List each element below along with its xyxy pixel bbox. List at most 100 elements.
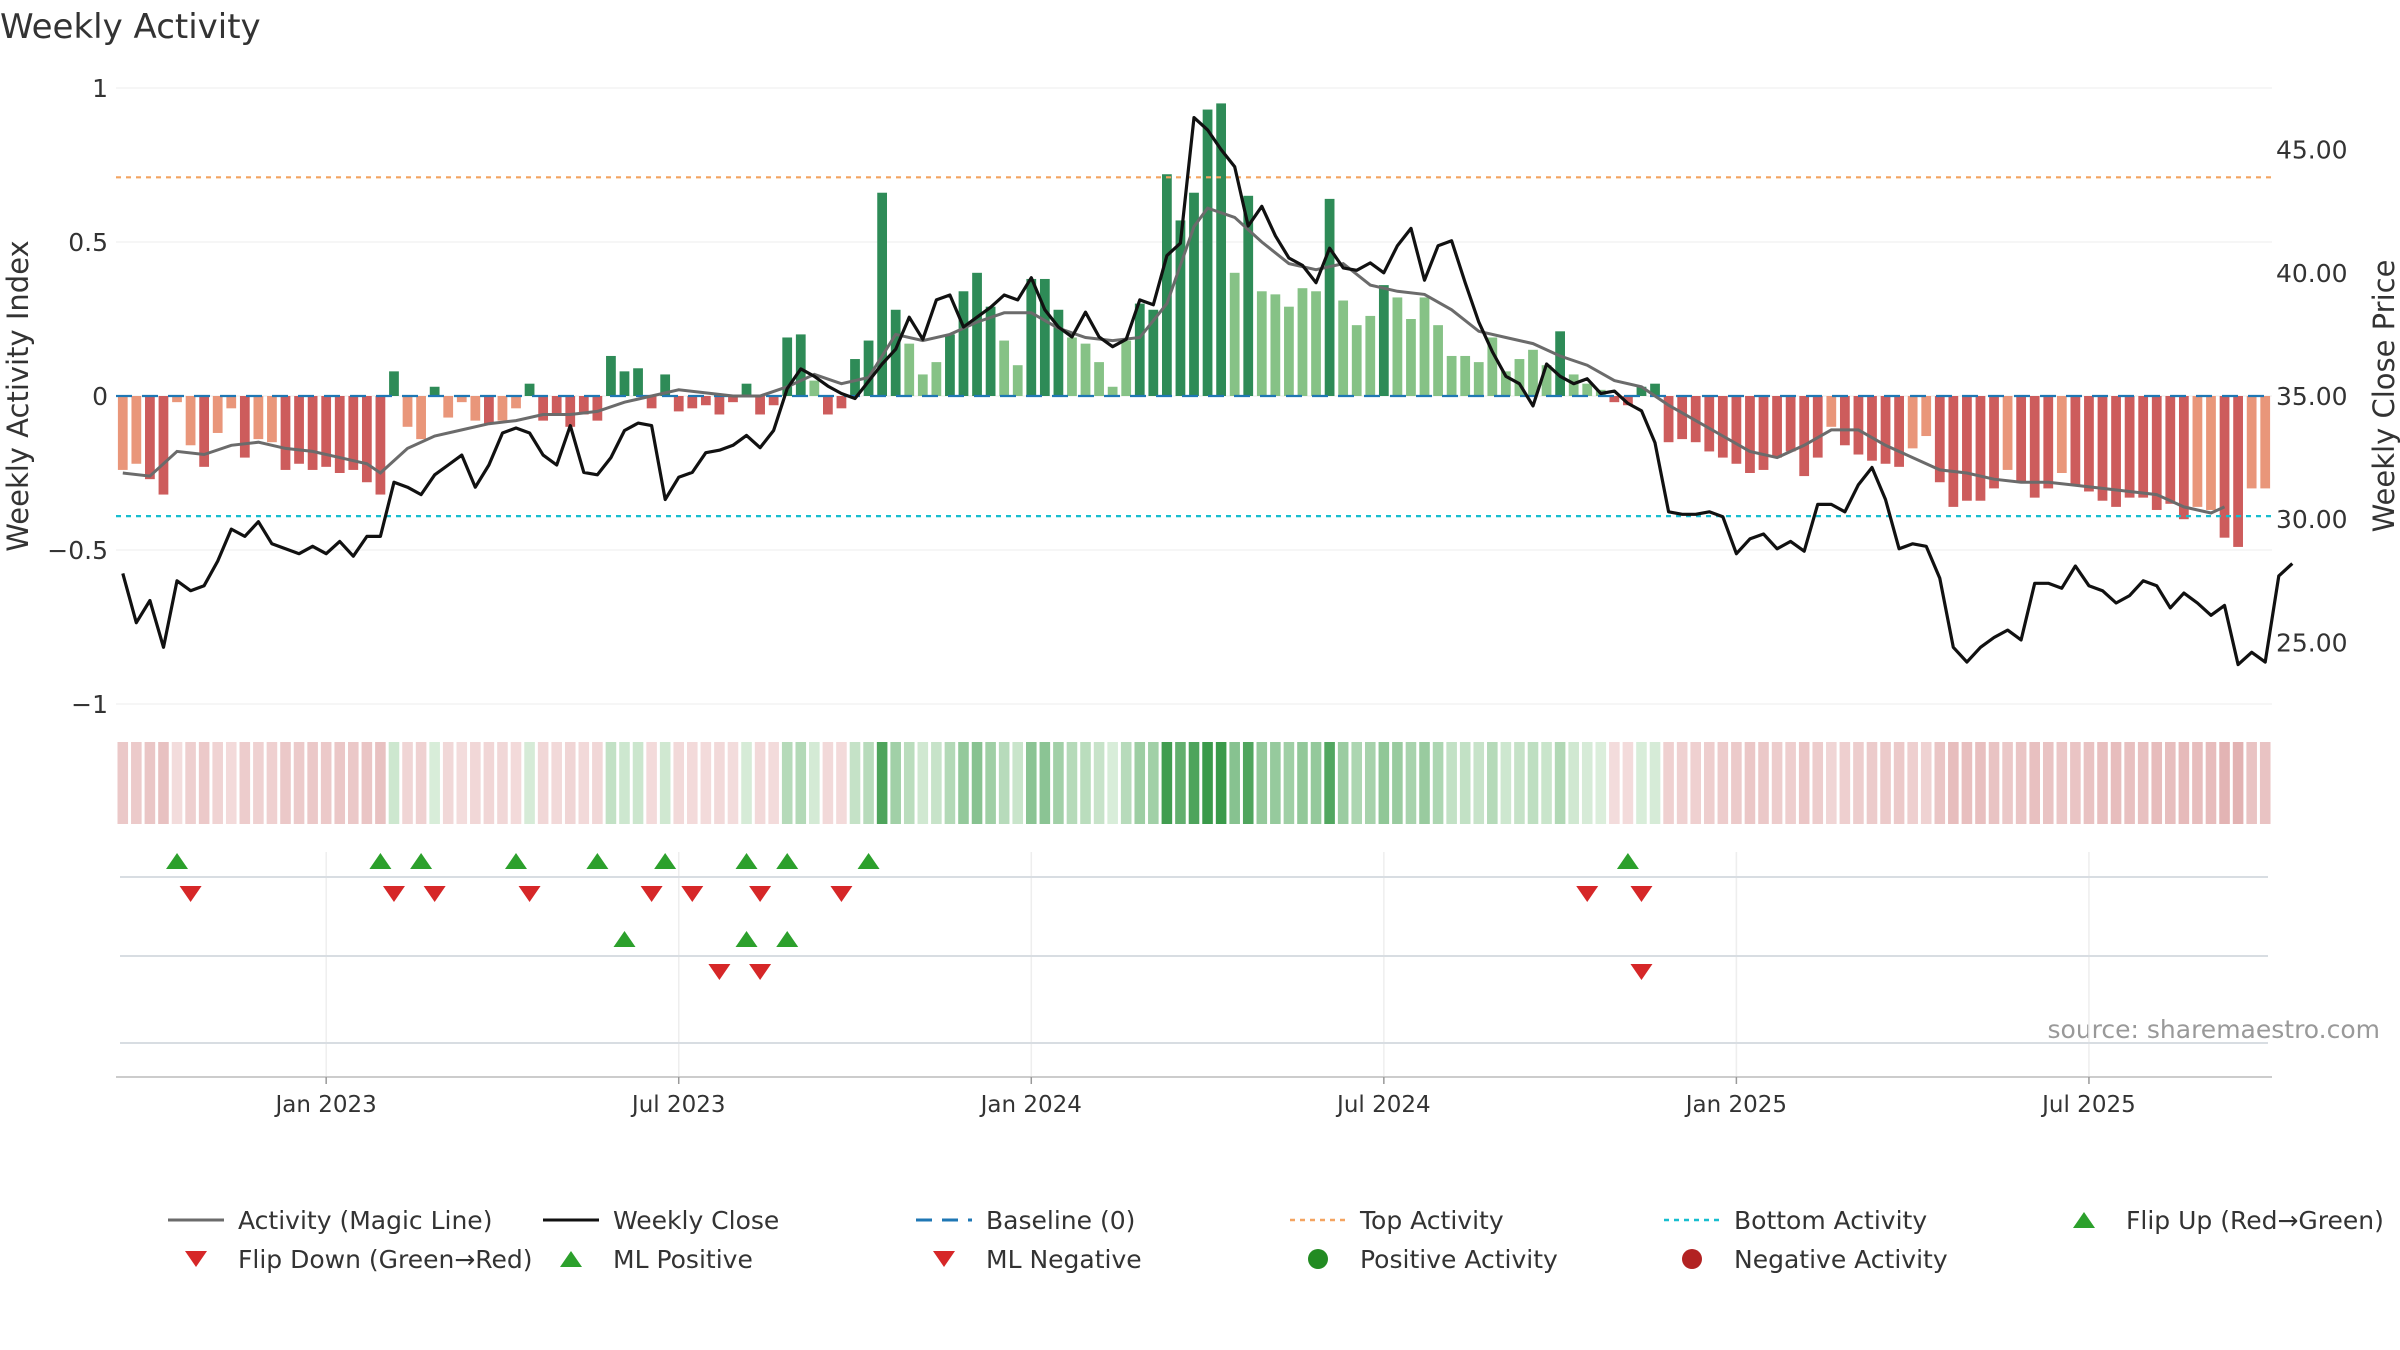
activity-color-strip — [117, 742, 2271, 824]
activity-strip-cell — [1595, 742, 1607, 824]
legend-swatch — [1308, 1249, 1328, 1269]
activity-strip-cell — [1568, 742, 1579, 824]
flip-up-marker — [654, 853, 677, 869]
activity-bar — [307, 396, 318, 470]
activity-strip-cell — [253, 742, 264, 824]
activity-strip-cell — [1324, 742, 1335, 824]
flip-down-marker — [423, 886, 446, 902]
activity-bar — [1324, 198, 1335, 396]
activity-strip-cell — [2151, 742, 2163, 824]
activity-strip-cell — [1961, 742, 1973, 824]
activity-bar — [551, 396, 562, 415]
activity-bar — [1962, 396, 1972, 501]
activity-strip-cell — [2259, 742, 2271, 824]
activity-strip-cell — [470, 742, 481, 824]
activity-strip-cell — [524, 742, 535, 824]
activity-strip-cell — [836, 742, 847, 824]
activity-bar — [863, 340, 874, 396]
activity-strip-cell — [1839, 742, 1851, 824]
activity-strip-cell — [714, 742, 725, 824]
activity-bar — [904, 343, 915, 396]
activity-bar — [606, 355, 616, 396]
y-right-tick-label: 40.00 — [2276, 259, 2348, 288]
flip-up-marker — [1616, 853, 1639, 869]
activity-bar — [1053, 309, 1064, 396]
legend-item-mlneg: ML Negative — [933, 1245, 1142, 1274]
flip-up-marker — [505, 853, 528, 869]
y-left-tick-label: −1 — [71, 690, 108, 719]
activity-strip-cell — [1107, 742, 1118, 824]
x-tick-label: Jan 2024 — [979, 1092, 1082, 1118]
legend-label: Negative Activity — [1734, 1245, 1948, 1274]
activity-strip-cell — [1270, 742, 1281, 824]
flip-up-marker — [735, 853, 758, 869]
activity-bar — [687, 396, 698, 409]
activity-bar — [375, 396, 386, 495]
activity-strip-cell — [2246, 742, 2257, 824]
activity-bar — [809, 380, 820, 396]
activity-strip-cell — [1188, 742, 1200, 824]
flip-down-marker — [830, 886, 853, 902]
activity-strip-cell — [1310, 742, 1322, 824]
activity-bar — [1826, 396, 1837, 427]
activity-strip-cell — [1337, 742, 1349, 824]
flip-up-marker — [369, 853, 392, 869]
activity-bar — [728, 396, 738, 403]
activity-strip-cell — [1093, 742, 1105, 824]
activity-strip-cell — [700, 742, 712, 824]
activity-strip-cell — [659, 742, 671, 824]
activity-strip-cell — [456, 742, 468, 824]
ml-negative-marker — [708, 964, 731, 980]
legend-item-mlpos: ML Positive — [560, 1245, 753, 1274]
activity-bar — [1623, 396, 1633, 406]
activity-bar — [348, 396, 359, 470]
event-marker-panel — [120, 852, 2268, 1078]
flip-up-marker — [586, 853, 609, 869]
activity-strip-cell — [1473, 742, 1485, 824]
legend-item-close: Weekly Close — [543, 1206, 779, 1235]
flip-down-marker — [749, 886, 772, 902]
activity-bar — [239, 396, 250, 458]
activity-bar — [660, 374, 671, 396]
activity-bar — [1460, 355, 1471, 396]
activity-bar — [1880, 396, 1891, 464]
ml-positive-marker — [776, 931, 799, 947]
activity-bar — [131, 396, 142, 464]
activity-strip-cell — [266, 742, 278, 824]
activity-strip-cell — [1392, 742, 1403, 824]
reference-lines — [116, 176, 2272, 518]
activity-bar — [1853, 396, 1864, 455]
legend-label: Flip Up (Red→Green) — [2126, 1206, 2384, 1235]
x-axis: Jan 2023 Jul 2023 Jan 2024 Jul 2024 Jan 2025… — [116, 1076, 2272, 1118]
flip-down-marker — [640, 886, 663, 902]
activity-strip-cell — [619, 742, 630, 824]
activity-bar — [2070, 396, 2081, 486]
activity-bar — [755, 396, 765, 415]
activity-strip-cell — [1785, 742, 1796, 824]
activity-strip-cell — [1676, 742, 1688, 824]
activity-bar — [1514, 359, 1525, 396]
activity-strip-cell — [537, 742, 549, 824]
activity-strip-cell — [1025, 742, 1037, 824]
activity-bar — [1921, 396, 1932, 437]
x-tick-label: Jul 2025 — [2040, 1092, 2136, 1118]
activity-strip-cell — [1920, 742, 1932, 824]
activity-bar — [443, 396, 454, 418]
y-axis-left-label: Weekly Activity Index — [1, 240, 35, 551]
activity-strip-cell — [1948, 742, 1959, 824]
activity-bar — [321, 396, 332, 467]
activity-strip-cell — [320, 742, 332, 824]
activity-strip-cell — [1487, 742, 1498, 824]
activity-bar — [1121, 340, 1132, 396]
activity-strip-cell — [822, 742, 834, 824]
legend-item-posact: Positive Activity — [1308, 1245, 1558, 1274]
legend-item-flipdown: Flip Down (Green→Red) — [185, 1245, 533, 1274]
y-left-tick-label: 0.5 — [68, 228, 108, 257]
activity-bar — [782, 337, 793, 396]
activity-bar — [1392, 297, 1403, 396]
activity-bar — [1704, 396, 1715, 452]
flip-up-marker — [166, 853, 189, 869]
activity-bar — [2192, 396, 2203, 507]
activity-bar — [1243, 195, 1254, 396]
